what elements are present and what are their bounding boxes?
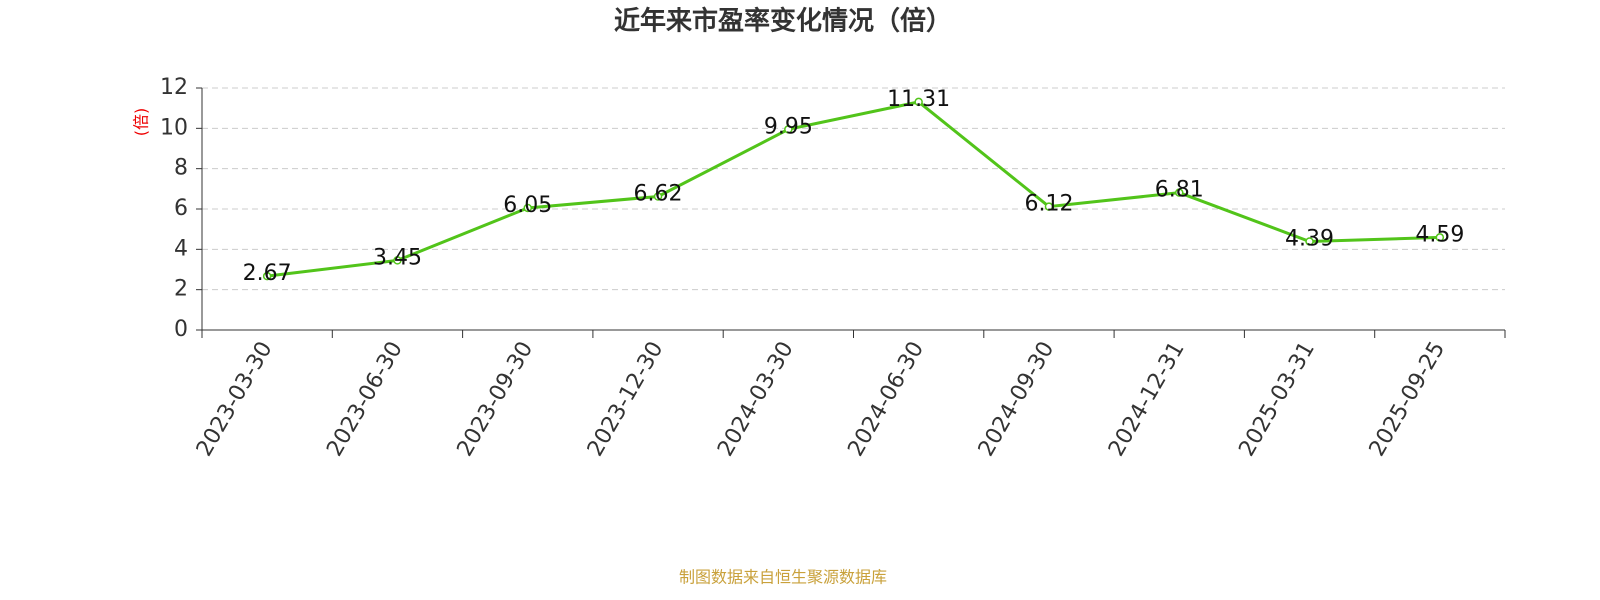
x-tick-label: 2024-12-31 <box>1104 338 1190 461</box>
x-tick-label: 2024-09-30 <box>974 338 1060 461</box>
point <box>914 97 923 107</box>
x-tick-label: 2024-03-30 <box>713 338 799 461</box>
x-tick-label: 2025-09-25 <box>1365 338 1451 461</box>
data-label: 6.81 <box>1155 178 1204 203</box>
data-label: 6.12 <box>1024 192 1073 217</box>
y-axis-label: (倍) <box>132 108 151 137</box>
data-label: 4.39 <box>1285 226 1334 251</box>
point <box>1435 233 1445 242</box>
point <box>1305 237 1314 246</box>
data-label: 3.45 <box>373 245 422 270</box>
data-label: 6.62 <box>634 181 683 206</box>
data-label: 6.05 <box>503 193 552 218</box>
y-tick-label: 8 <box>174 156 188 181</box>
x-tick-label: 2023-09-30 <box>453 338 539 461</box>
y-tick-label: 2 <box>174 277 188 302</box>
x-tick-label: 2023-12-30 <box>583 338 669 461</box>
data-label: 11.31 <box>887 87 950 112</box>
data-label: 2.67 <box>243 261 292 286</box>
x-tick-label: 2024-06-30 <box>843 338 929 461</box>
point <box>1175 188 1184 197</box>
point <box>653 192 663 201</box>
y-tick-label: 4 <box>174 236 188 261</box>
x-tick-label: 2023-06-30 <box>322 338 408 461</box>
data-label: 4.59 <box>1415 222 1464 247</box>
point <box>523 203 532 213</box>
x-tick-label: 2023-03-30 <box>192 338 278 461</box>
y-tick-label: 6 <box>174 196 188 221</box>
x-tick-label: 2025-03-31 <box>1234 338 1320 461</box>
y-tick-label: 12 <box>160 75 188 100</box>
point <box>1044 202 1054 211</box>
y-tick-label: 0 <box>174 317 188 342</box>
point <box>262 271 272 281</box>
source-note: 制图数据来自恒生聚源数据库 <box>679 568 887 587</box>
chart-title: 近年来市盈率变化情况（倍） <box>614 6 952 37</box>
data-label: 9.95 <box>764 114 813 139</box>
y-tick-label: 10 <box>160 115 188 140</box>
line-series <box>266 100 1440 278</box>
point <box>784 125 793 134</box>
point <box>393 256 402 265</box>
